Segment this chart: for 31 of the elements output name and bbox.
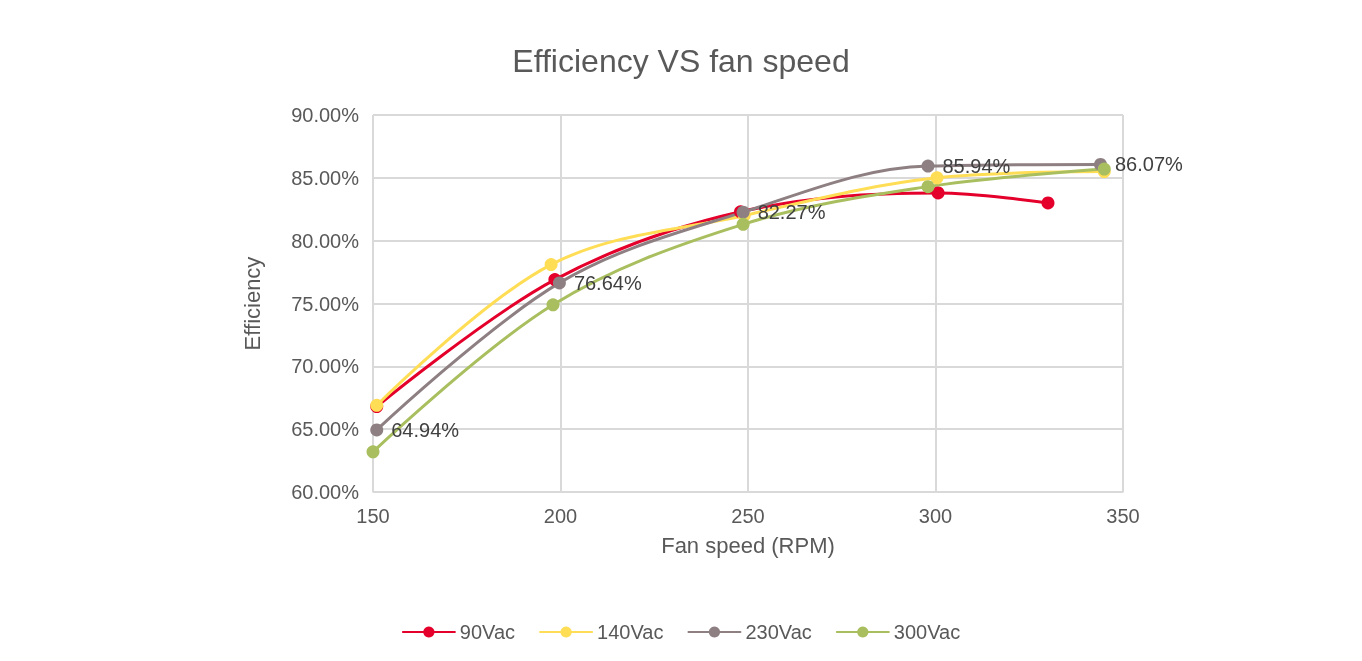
- y-tick-label: 65.00%: [291, 418, 360, 441]
- x-tick-label: 300: [918, 505, 953, 527]
- y-tick-label: 90.00%: [291, 104, 360, 126]
- point: [366, 445, 380, 459]
- y-tick-label: 60.00%: [291, 481, 360, 503]
- point: [552, 276, 566, 290]
- x-tick-label: 150: [356, 505, 390, 527]
- point: [736, 217, 750, 231]
- x-tick-label: 350: [1106, 505, 1140, 527]
- point: [1041, 196, 1055, 210]
- x-tick-label: 250: [731, 505, 765, 527]
- point: [544, 258, 558, 272]
- y-tick-label: 85.00%: [291, 166, 360, 189]
- y-tick-label: 80.00%: [291, 229, 360, 252]
- chart-title: Efficiency VS fan speed: [512, 43, 850, 79]
- point: [370, 423, 384, 437]
- y-axis-title: Efficiency: [239, 256, 265, 351]
- legend-label: 90Vac: [459, 621, 516, 643]
- legend-label: 300Vac: [893, 621, 961, 643]
- data-label: 86.07%: [1115, 153, 1184, 176]
- point: [921, 180, 935, 194]
- legend-label: 230Vac: [745, 621, 812, 643]
- point: [921, 159, 935, 173]
- x-axis-title: Fan speed (RPM): [661, 532, 835, 558]
- y-tick-label: 75.00%: [291, 292, 360, 315]
- point: [546, 298, 560, 312]
- point: [930, 171, 944, 185]
- y-tick-label: 70.00%: [291, 355, 360, 378]
- x-tick-label: 200: [543, 505, 578, 527]
- point: [931, 186, 945, 200]
- legend-label: 140Vac: [597, 621, 664, 643]
